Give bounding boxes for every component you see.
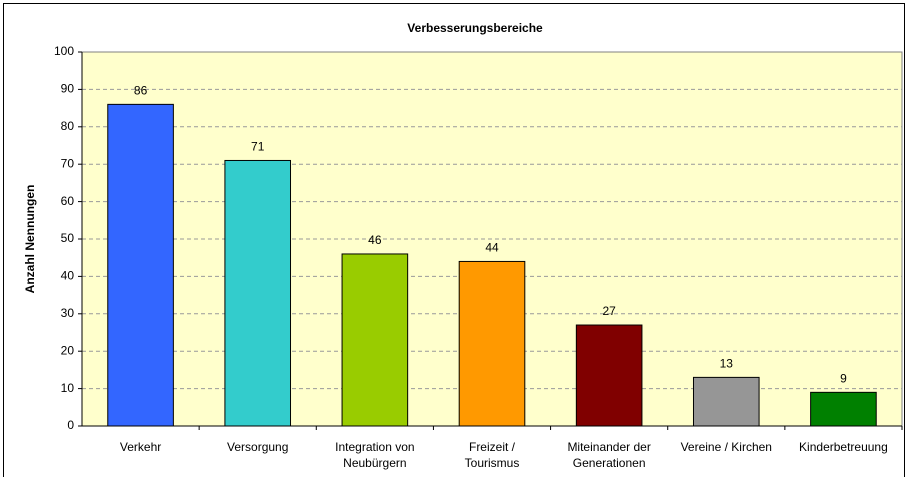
y-tick-label: 20 — [61, 343, 75, 357]
y-tick-label: 70 — [61, 156, 75, 170]
y-tick-label: 30 — [61, 306, 75, 320]
data-label: 46 — [368, 233, 382, 247]
bar — [810, 391, 877, 427]
x-tick-label: Integration von Neubürgern — [335, 440, 414, 470]
bar — [458, 260, 526, 427]
y-tick-label: 90 — [61, 82, 75, 96]
x-tick-label: Kinderbetreuung — [799, 440, 888, 454]
data-label: 71 — [251, 140, 265, 154]
x-tick-label: Miteinander der Generationen — [567, 440, 650, 470]
data-label: 27 — [602, 304, 616, 318]
bar — [341, 253, 409, 427]
y-tick-label: 10 — [61, 381, 75, 395]
y-tick-label: 40 — [61, 269, 75, 283]
x-tick-label: Vereine / Kirchen — [681, 440, 772, 454]
y-tick-label: 50 — [61, 231, 75, 245]
chart-title: Verbesserungsbereiche — [407, 21, 543, 35]
bar — [224, 159, 292, 427]
y-tick-label: 100 — [54, 44, 74, 58]
x-tick-label: Verkehr — [120, 440, 161, 454]
data-label: 13 — [720, 357, 734, 371]
y-tick-label: 60 — [61, 194, 75, 208]
bar — [692, 376, 760, 427]
x-tick-label: Freizeit / Tourismus — [465, 440, 520, 470]
y-tick-label: 80 — [61, 119, 75, 133]
bar — [575, 324, 643, 427]
data-label: 9 — [840, 372, 847, 386]
data-label: 44 — [485, 241, 499, 255]
data-label: 86 — [134, 84, 148, 98]
y-axis-title: Anzahl Nennungen — [23, 185, 37, 294]
y-tick-label: 0 — [67, 418, 74, 432]
bar — [107, 103, 174, 427]
x-tick-label: Versorgung — [227, 440, 288, 454]
